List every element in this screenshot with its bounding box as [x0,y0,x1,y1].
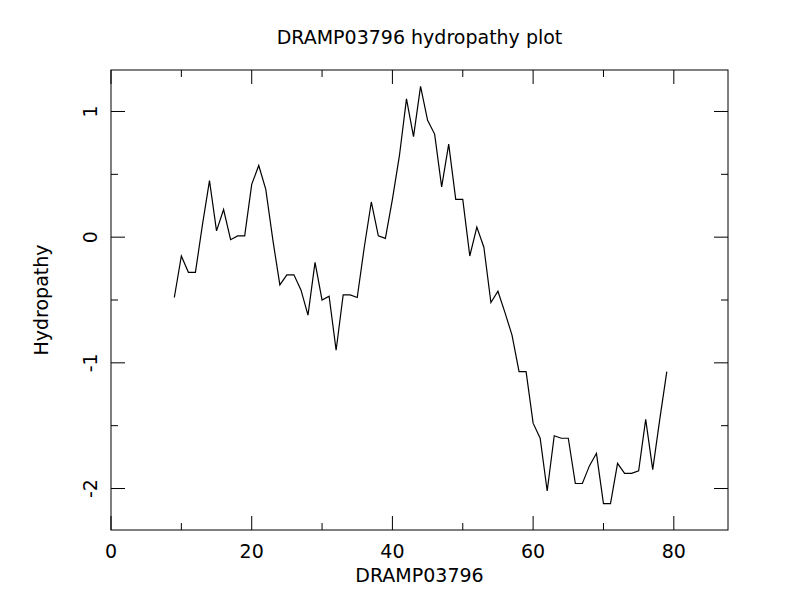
y-tick-label: 0 [79,231,101,243]
y-axis-label: Hydropathy [30,244,52,355]
x-axis-label: DRAMP03796 [355,564,483,586]
x-tick [533,516,534,530]
x-tick [392,516,393,530]
x-minor-tick [322,523,323,530]
x-minor-tick-top [462,70,463,77]
y-minor-tick [111,300,118,301]
hydropathy-line [174,86,666,503]
x-minor-tick [181,523,182,530]
y-tick [111,237,125,238]
x-minor-tick-top [181,70,182,77]
x-minor-tick [603,523,604,530]
x-minor-tick [462,523,463,530]
x-minor-tick-top [322,70,323,77]
x-tick-top [533,70,534,84]
y-tick-label: -2 [79,479,101,498]
y-tick-right [714,111,728,112]
x-tick [251,516,252,530]
y-tick [111,488,125,489]
y-tick [111,362,125,363]
y-tick-right [714,488,728,489]
x-tick-top [251,70,252,84]
plot-area [174,86,666,503]
y-tick-right [714,237,728,238]
x-tick-label: 80 [662,540,686,562]
y-minor-tick [111,174,118,175]
y-tick [111,111,125,112]
x-tick-label: 20 [240,540,264,562]
y-minor-tick-right [721,174,728,175]
y-tick-label: -1 [79,353,101,372]
x-tick-label: 0 [105,540,117,562]
y-tick-label: 1 [79,105,101,117]
y-minor-tick-right [721,425,728,426]
title: DRAMP03796 hydropathy plot [277,26,563,48]
y-minor-tick-right [721,300,728,301]
x-tick [673,516,674,530]
y-tick-right [714,362,728,363]
y-minor-tick [111,425,118,426]
x-tick-top [673,70,674,84]
x-minor-tick-top [603,70,604,77]
x-tick-top [392,70,393,84]
x-tick-top [111,70,112,84]
chart: 0 20 40 60 80 -2 -1 0 1 DRAMP03796 hydropathy plo… [0,0,800,600]
x-tick-label: 40 [380,540,404,562]
x-tick-label: 60 [521,540,545,562]
plot-frame [111,70,728,530]
x-tick [111,516,112,530]
